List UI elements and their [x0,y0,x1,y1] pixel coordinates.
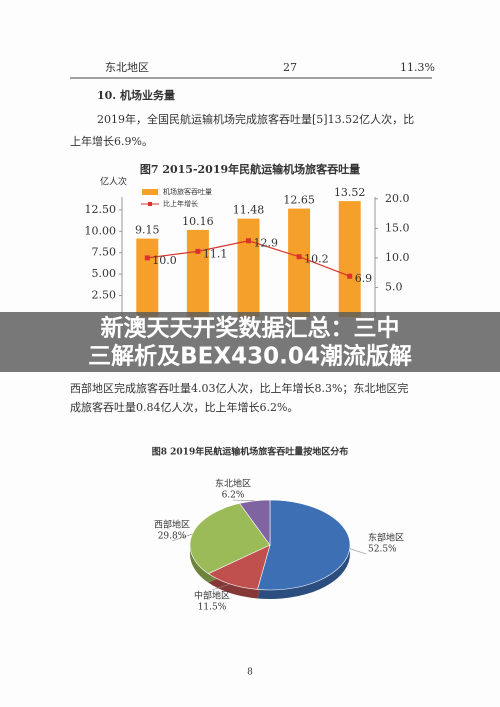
legend-marker [148,202,152,206]
data-label: 6.9 [355,272,373,285]
legend-swatch [142,189,158,195]
pie-value-label: 11.5% [198,603,227,613]
pie-slice [189,503,271,575]
line-marker [296,254,302,260]
legend-label: 机场旅客吞吐量 [163,187,212,196]
data-label: 12.9 [254,237,279,250]
bar [136,238,159,317]
data-label: 10.0 [152,254,177,267]
y2-tick-label: 20.0 [385,192,410,205]
pie-value-label: 6.2% [222,491,245,501]
leader-line [349,548,367,555]
bar-line-chart: 2.50 5.00 7.50 10.00 12.50 5.0 10.0 15.0 20.0 9.1… [85,186,410,317]
table-cell: 11.3% [400,61,435,74]
y-tick-label: 2.50 [92,289,117,302]
pie-label: 东北地区 [215,478,251,490]
data-label: 12.65 [283,194,315,207]
paragraph-line: 2019年，全国民航运输机场完成旅客吞吐量[5]13.52亿人次，比 [97,112,414,126]
banner-line: 三解析及BEX430.04潮流版解 [88,343,412,370]
y-tick-label: 5.00 [92,267,117,280]
page-number: 8 [247,668,253,678]
pie-label: 中部地区 [194,590,230,602]
data-label: 11.48 [233,204,265,217]
table-cell: 东北地区 [105,61,149,74]
line-marker [195,248,201,254]
line-marker [347,273,353,279]
paragraph-line: 上年增长6.9%。 [70,134,153,148]
y2-tick-label: 15.0 [385,221,410,234]
y2-tick-label: 10.0 [385,251,410,264]
pie-value-label: 52.5% [368,545,397,555]
bar [338,201,361,317]
line-marker [144,255,150,261]
leader-line [171,533,193,542]
y2-tick-label: 5.0 [385,280,403,293]
paragraph-line: 西部地区完成旅客吞吐量4.03亿人次，比上年增长8.3%；东北地区完 [70,381,408,395]
axis-label: 亿人次 [100,176,127,188]
y-tick-label: 7.50 [92,246,117,259]
pie-label: 西部地区 [154,519,190,531]
pie-slice [239,499,271,546]
overlay-banner [0,312,500,372]
y-tick-label: 12.50 [85,203,117,216]
data-label: 9.15 [135,224,160,237]
bar [186,229,209,317]
data-label: 13.52 [334,186,366,199]
paragraph-line: 成旅客吞吐量0.84亿人次，比上年增长6.2%。 [70,400,298,414]
data-label: 10.16 [182,215,214,228]
line-marker [246,238,251,244]
bar [237,218,260,317]
table-cell: 27 [283,61,297,74]
data-label: 11.1 [203,247,228,260]
data-label: 10.2 [304,253,329,266]
banner-line: 新澳天天开奖数据汇总：三中 [101,315,400,342]
heading: 10. 机场业务量 [97,88,175,102]
pie-label: 东部地区 [368,532,404,544]
figure-title: 图7 2015-2019年民航运输机场旅客吞吐量 [140,162,360,176]
bar [288,208,311,317]
leader-line [232,499,255,502]
figure-title: 图8 2019年民航运输机场旅客吞吐量按地区分布 [152,446,348,458]
pie-slice [257,499,351,591]
pie-value-label: 29.8% [158,532,187,542]
y-tick-label: 10.00 [85,224,117,237]
legend-label: 比上年增长 [163,199,198,208]
leader-line [211,583,231,591]
